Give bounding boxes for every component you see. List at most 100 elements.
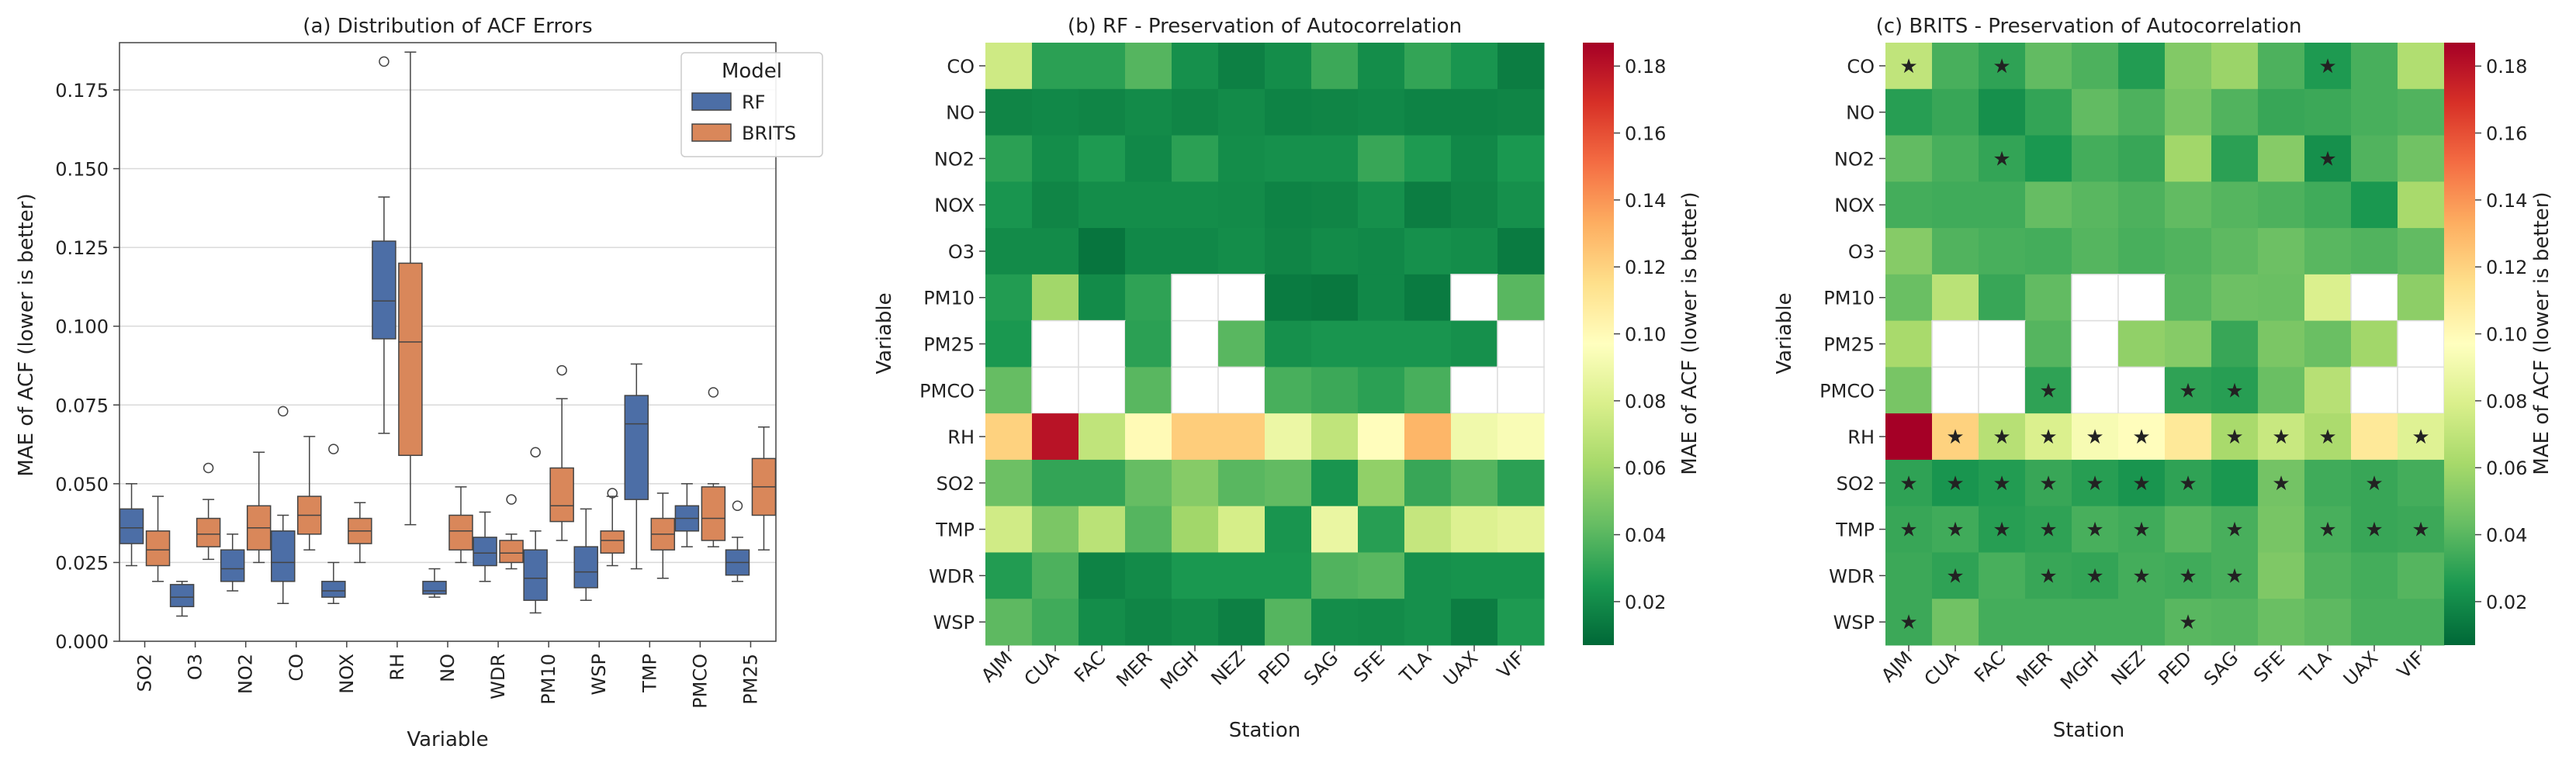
- heatmap-cell: [1311, 181, 1359, 229]
- heatmap-cell: [2211, 88, 2259, 136]
- heatmap-cell: [1079, 506, 1126, 553]
- heatmap-cell: [1125, 599, 1172, 646]
- heatmap-cell: [2025, 181, 2072, 229]
- heatmap-cell: [1265, 320, 1312, 368]
- heatmap-cell: [2351, 506, 2398, 553]
- colorbar-tick-label: 0.10: [2486, 324, 2527, 346]
- heatmap-cell: [1311, 320, 1359, 368]
- heatmap-cell: [2025, 88, 2072, 136]
- heatmap-cell: [1932, 274, 1979, 322]
- heatmap-cell: [1885, 413, 1933, 461]
- heatmap-cell: [2211, 367, 2259, 414]
- x-tick-label: SO2: [134, 654, 156, 692]
- heatmap-cell: [2211, 459, 2259, 507]
- heatmap-cell: [2025, 320, 2072, 368]
- heatmap-cell: [2258, 367, 2305, 414]
- heatmap-cell: [1497, 413, 1545, 461]
- star-marker: ★: [2365, 472, 2383, 495]
- heatmap-cell: [1979, 228, 2026, 275]
- heatmap-cell: [2258, 459, 2305, 507]
- heatmap-cell: [2025, 599, 2072, 646]
- heatmap-cell: [1265, 88, 1312, 136]
- heatmap-cell: [1079, 413, 1126, 461]
- y-tick-label: NOX: [1834, 195, 1875, 216]
- x-tick-label: SFE: [2249, 647, 2289, 686]
- heatmap-cell: [1079, 552, 1126, 599]
- heatmap-cell: [2165, 181, 2212, 229]
- heatmap-cell: [2165, 459, 2212, 507]
- panel-c-star-markers: ★ ★ ★ ★ ★ ★ ★ ★ ★ ★ ★ ★ ★ ★ ★ ★ ★ ★ ★ ★ ★ ★ ★ ★ ★ ★ ★ ★ ★ ★ ★ ★ ★ ★ ★ ★ ★ ★ ★ ★…: [1899, 55, 2429, 634]
- heatmap-cell: [985, 274, 1033, 322]
- heatmap-cell: [1125, 320, 1172, 368]
- box-rf-pm25: [725, 500, 750, 582]
- heatmap-cell: [2118, 552, 2166, 599]
- heatmap-cell: [1311, 506, 1359, 553]
- heatmap-cell: [985, 181, 1033, 229]
- panel-c-colorbar-label: MAE of ACF (lower is better): [2530, 192, 2553, 475]
- heatmap-cell: [1451, 43, 1498, 90]
- y-tick-label: WSP: [1833, 612, 1875, 634]
- legend-swatch-brits: [691, 123, 732, 142]
- heatmap-cell-empty: [1217, 274, 1265, 322]
- heatmap-cell: [2025, 274, 2072, 322]
- heatmap-cell: [2025, 413, 2072, 461]
- heatmap-cell-empty: [1450, 274, 1498, 322]
- heatmap-cell: [1885, 274, 1933, 322]
- heatmap-cell: [1265, 413, 1312, 461]
- colorbar-tick-label: 0.12: [2486, 257, 2527, 278]
- heatmap-cell: [1497, 181, 1545, 229]
- box-brits-o3: [196, 462, 221, 561]
- heatmap-cell: [1932, 228, 1979, 275]
- heatmap-cell-empty: [2397, 366, 2445, 414]
- heatmap-cell-empty: [1931, 366, 1979, 414]
- heatmap-cell: [2304, 43, 2352, 90]
- y-tick-label: CO: [947, 56, 975, 78]
- panel-c-x-axis-label: Station: [2053, 719, 2124, 742]
- x-tick-label: FAC: [1070, 647, 1110, 686]
- y-tick-label: O3: [1848, 241, 1875, 263]
- box-rf-pm10: [523, 447, 548, 614]
- y-tick-label: 0.000: [55, 631, 109, 653]
- star-marker: ★: [1899, 611, 1917, 634]
- star-marker: ★: [2272, 426, 2290, 449]
- x-tick-label: SFE: [1349, 647, 1389, 686]
- heatmap-cell: [2304, 88, 2352, 136]
- heatmap-cell: [1497, 43, 1545, 90]
- star-marker: ★: [2318, 147, 2336, 171]
- heatmap-cell-empty: [1217, 366, 1265, 414]
- box-rf-pmco: [674, 483, 700, 547]
- star-marker: ★: [2039, 519, 2057, 542]
- heatmap-cell: [1032, 274, 1079, 322]
- heatmap-cell: [1932, 43, 1979, 90]
- y-tick-label: PM25: [923, 334, 975, 356]
- star-marker: ★: [2225, 519, 2243, 542]
- heatmap-cell: [1079, 459, 1126, 507]
- heatmap-cell: [1218, 506, 1265, 553]
- heatmap-cell: [2118, 228, 2166, 275]
- heatmap-cell: [1358, 552, 1405, 599]
- heatmap-cell: [1265, 43, 1312, 90]
- star-marker: ★: [2179, 564, 2197, 588]
- panel-a-title: (a) Distribution of ACF Errors: [303, 15, 592, 38]
- heatmap-cell: [1265, 181, 1312, 229]
- heatmap-cell: [2072, 88, 2119, 136]
- heatmap-cell: [1932, 459, 1979, 507]
- panel-a-y-ticks: 0.000 0.025 0.050 0.075 0.100 0.125 0.150 0.175: [55, 80, 119, 653]
- y-tick-label: TMP: [935, 520, 975, 541]
- star-marker: ★: [1993, 147, 2010, 171]
- x-tick-label: NOX: [336, 654, 358, 694]
- heatmap-cell: [2165, 413, 2212, 461]
- box-body: [573, 546, 598, 589]
- heatmap-cell: [1218, 599, 1265, 646]
- x-tick-label: NEZ: [2107, 647, 2149, 689]
- heatmap-cell: [1358, 43, 1405, 90]
- heatmap-cell: [1032, 459, 1079, 507]
- heatmap-cell: [2211, 552, 2259, 599]
- star-marker: ★: [2412, 519, 2429, 542]
- heatmap-cell: [1218, 228, 1265, 275]
- panel-a-frame: [119, 42, 777, 642]
- heatmap-cell: [1404, 88, 1452, 136]
- heatmap-cell: [2072, 181, 2119, 229]
- heatmap-cell: [1172, 413, 1219, 461]
- heatmap-cell: [2118, 506, 2166, 553]
